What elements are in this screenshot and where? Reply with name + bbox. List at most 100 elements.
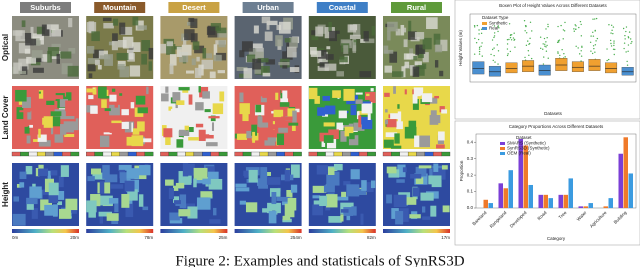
outlier-dot: [513, 32, 515, 34]
image-texture: [91, 31, 100, 42]
bar: [558, 194, 563, 208]
landcover-patch: [195, 102, 204, 111]
image-texture: [402, 27, 407, 33]
height-patch: [258, 178, 268, 189]
landcover-legend-bar: [62, 151, 71, 157]
image-texture: [41, 24, 51, 36]
height-patch: [433, 163, 439, 172]
landcover-legend-bar: [399, 151, 409, 157]
height-max-label: 17m: [441, 235, 450, 240]
height-patch: [165, 179, 174, 186]
image-texture: [400, 24, 405, 36]
landcover-patch: [176, 139, 184, 148]
example-grid: Optical Land Cover Height Suburbs 0m 20m Mount…: [1, 2, 450, 240]
image-texture: [67, 65, 79, 77]
landcover-patch: [110, 111, 117, 114]
landcover-patch: [406, 86, 413, 96]
landcover-patch: [359, 116, 371, 125]
image-texture: [317, 49, 327, 59]
bar: [578, 206, 583, 208]
landcover-patch: [188, 137, 199, 141]
height-patch: [397, 164, 406, 178]
landcover-patch: [166, 117, 179, 130]
height-patch: [48, 193, 59, 203]
outlier-dot: [559, 54, 561, 57]
image-texture: [176, 46, 182, 57]
landcover-patch: [88, 137, 97, 146]
bar: [568, 178, 573, 208]
image-texture: [339, 56, 348, 63]
outlier-dot: [475, 41, 478, 44]
outlier-dot: [497, 50, 500, 52]
image-texture: [92, 49, 104, 59]
landcover-patch: [394, 133, 400, 144]
landcover-legend-bar: [176, 151, 186, 157]
landcover-patch: [393, 86, 396, 94]
landcover-patch: [242, 113, 249, 122]
image-texture: [278, 62, 290, 66]
outlier-dot: [497, 63, 499, 65]
outlier-dot: [592, 45, 595, 47]
height-colorbar: [308, 229, 376, 233]
height-patch: [286, 189, 293, 198]
landcover-legend-bar: [168, 151, 178, 157]
image-texture: [119, 66, 130, 78]
outlier-dot: [592, 35, 595, 37]
outlier-dot: [628, 31, 631, 33]
outlier-dot: [544, 43, 546, 45]
height-patch: [60, 165, 69, 177]
landcover-legend-bar: [308, 151, 318, 157]
height-patch: [235, 187, 250, 192]
outlier-dot: [529, 37, 531, 40]
image-texture: [326, 46, 331, 50]
image-texture: [178, 51, 189, 63]
height-patch: [388, 169, 400, 178]
height-patch: [175, 182, 185, 189]
image-texture: [403, 65, 416, 69]
landcover-patch: [291, 95, 297, 105]
landcover-legend-bar: [317, 151, 326, 157]
height-patch: [173, 185, 179, 191]
outlier-dot: [542, 63, 545, 65]
landcover-patch: [114, 123, 127, 127]
landcover-patch: [262, 88, 272, 98]
landcover-patch: [397, 104, 400, 109]
image-texture: [387, 31, 391, 41]
landcover-patch: [251, 124, 258, 136]
image-texture: [24, 48, 31, 54]
landcover-patch: [436, 144, 445, 149]
outlier-dot: [528, 54, 530, 57]
landcover-patch: [281, 86, 289, 94]
image-texture: [31, 50, 43, 59]
height-patch: [50, 170, 58, 176]
landcover-legend-bar: [86, 151, 95, 157]
outlier-dot: [579, 20, 582, 23]
landcover-patch: [18, 123, 28, 127]
landcover-patch: [178, 129, 190, 136]
y-axis-label: Height Values (m): [458, 30, 463, 66]
landcover-patch: [202, 91, 210, 99]
landcover-patch: [38, 91, 41, 94]
image-texture: [364, 38, 375, 44]
landcover-patch: [33, 139, 39, 142]
landcover-legend-bar: [416, 151, 426, 157]
image-texture: [213, 54, 222, 62]
outlier-dot: [510, 39, 513, 41]
image-texture: [87, 64, 96, 72]
height-patch: [409, 214, 421, 219]
image-texture: [403, 53, 414, 60]
height-patch: [185, 163, 195, 176]
outlier-dot: [509, 50, 512, 53]
bar: [538, 194, 543, 208]
landcover-patch: [251, 132, 259, 141]
height-patch: [395, 211, 404, 225]
height-colorbar: [383, 229, 450, 233]
image-texture: [51, 29, 62, 37]
height-patch: [12, 213, 26, 226]
height-patch: [207, 171, 219, 186]
height-patch: [386, 166, 397, 174]
landcover-patch: [24, 126, 30, 134]
height-patch: [327, 167, 335, 175]
outlier-dot: [580, 23, 582, 26]
image-texture: [328, 21, 332, 32]
